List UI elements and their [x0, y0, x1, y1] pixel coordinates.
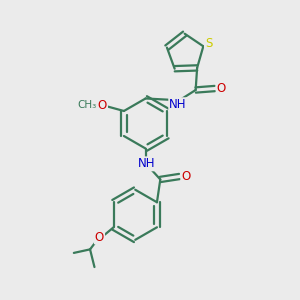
Text: O: O	[95, 230, 104, 244]
Text: O: O	[98, 99, 107, 112]
Text: S: S	[205, 38, 212, 50]
Text: NH: NH	[138, 157, 156, 170]
Text: O: O	[217, 82, 226, 95]
Text: CH₃: CH₃	[77, 100, 96, 110]
Text: O: O	[181, 170, 190, 183]
Text: NH: NH	[169, 98, 187, 111]
